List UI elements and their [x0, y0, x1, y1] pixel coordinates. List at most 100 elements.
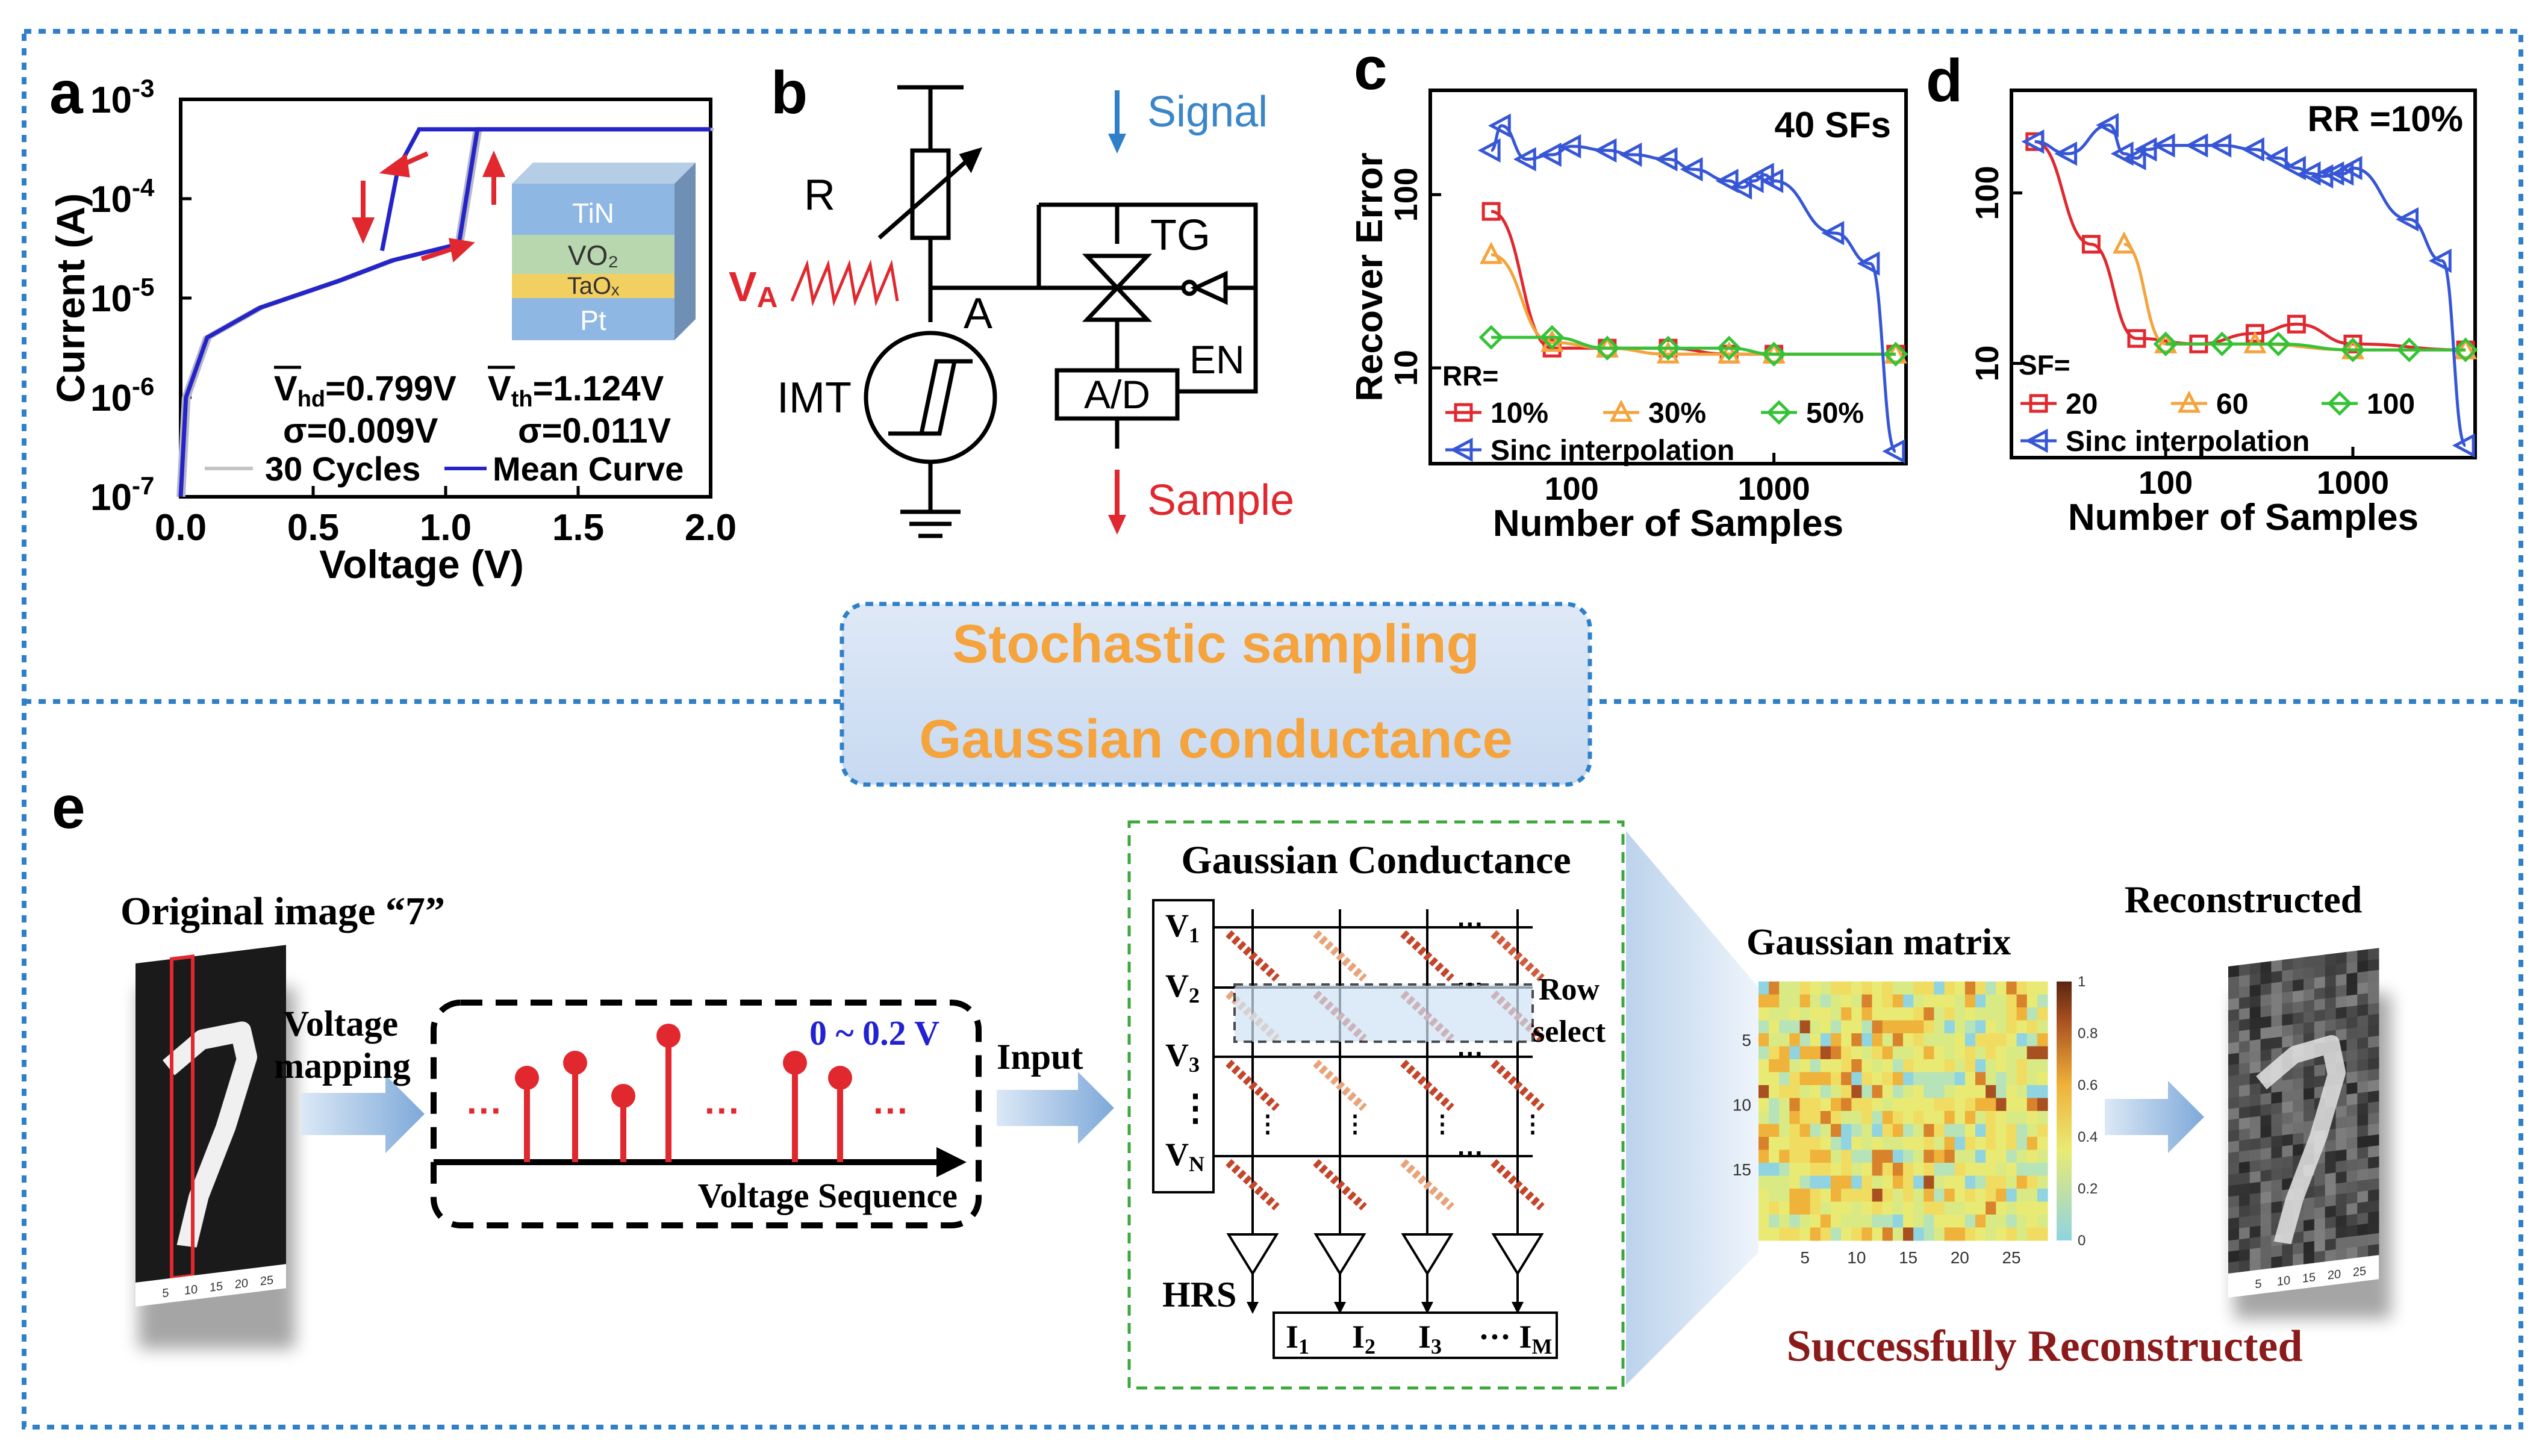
heatmap-cell: [1851, 1150, 1862, 1163]
heatmap-cell: [1944, 1007, 1955, 1021]
recon-pixel: [2249, 1258, 2261, 1272]
recon-pixel: [2260, 1147, 2272, 1160]
recon-pixel: [2228, 965, 2240, 978]
heatmap-cell: [1872, 1137, 1883, 1151]
heatmap-cell: [1831, 1111, 1842, 1125]
chart-c-point: [1479, 241, 1503, 264]
heatmap-cell: [1913, 1137, 1924, 1151]
heatmap-cell: [1954, 1124, 1966, 1137]
heatmap-cell: [1799, 1137, 1811, 1151]
recon-pixel: [2249, 1171, 2261, 1184]
recon-pixel: [2271, 1179, 2282, 1192]
heatmap-cell: [1831, 1189, 1842, 1202]
heatmap-cell: [1954, 1150, 1966, 1163]
recon-pixel: [2335, 1105, 2347, 1118]
recon-pixel: [2238, 1260, 2251, 1273]
recon-pixel: [2249, 1148, 2261, 1162]
heatmap-cell: [2006, 1098, 2017, 1112]
recon-pixel: [2228, 1009, 2240, 1022]
recon-pixel: [2249, 1083, 2261, 1096]
memristor-cell: [1313, 1059, 1367, 1112]
heatmap-cell: [1810, 1033, 1821, 1047]
heatmap-cell: [1769, 1189, 1780, 1202]
legend-mean-curve: Mean Curve: [493, 450, 684, 488]
heatmap-cell: [1913, 982, 1924, 995]
recon-pixel: [2238, 1205, 2251, 1218]
heatmap-cell: [1758, 1111, 1769, 1125]
heatmap-cell: [2026, 1085, 2038, 1099]
recon-pixel: [2293, 1022, 2304, 1036]
recon-pixel: [2357, 1113, 2369, 1127]
colorbar-tick-label: 0.6: [2078, 1077, 2098, 1094]
heatmap-cell: [1975, 1124, 1986, 1137]
recon-pixel: [2293, 1001, 2304, 1014]
recon-pixel: [2238, 1018, 2251, 1031]
recon-pixel: [2282, 1112, 2293, 1125]
heatmap-cell: [1810, 994, 1821, 1008]
recon-pixel: [2304, 1197, 2315, 1210]
zoom-funnel: [1626, 831, 1758, 1385]
recon-pixel: [2282, 969, 2293, 982]
heatmap-cell: [2037, 1072, 2048, 1086]
heatmap-cell: [1934, 1059, 1945, 1073]
heatmap-cell: [1934, 1111, 1945, 1125]
heatmap-cell: [1882, 1150, 1893, 1163]
recon-pixel: [2357, 1136, 2369, 1148]
heatmap-cell: [2026, 1020, 2038, 1034]
recon-pixel: [2260, 1038, 2272, 1051]
heatmap-cell: [1924, 1059, 1934, 1073]
panel-label-d: d: [1926, 47, 1963, 114]
heatmap-cell: [1810, 1059, 1821, 1073]
heatmap-cell: [1996, 1227, 2007, 1241]
heatmap-cell: [1851, 994, 1862, 1008]
recon-pixel: [2228, 1097, 2240, 1110]
output-current-label: I3: [1418, 1319, 1442, 1358]
recon-pixel: [2249, 1225, 2261, 1239]
heatmap-cell: [1758, 1150, 1769, 1163]
heatmap-cell: [1861, 1046, 1873, 1060]
recon-pixel: [2293, 968, 2304, 981]
recon-pixel: [2271, 1036, 2282, 1050]
heatmap-cell: [1861, 1163, 1873, 1177]
recon-pixel: [2293, 1012, 2304, 1025]
recon-pixel: [2260, 1048, 2272, 1062]
chart-c-point: [1654, 147, 1678, 172]
heatmap-cell: [1924, 1137, 1934, 1151]
chart-d-point: [2343, 334, 2363, 353]
heatmap-cell: [2037, 1098, 2048, 1112]
recon-pixel: [2228, 1063, 2240, 1077]
recon-pixel: [2346, 1246, 2358, 1260]
resistor-label: R: [804, 171, 835, 219]
recon-pixel: [2293, 978, 2304, 992]
heatmap-cell: [1903, 994, 1914, 1008]
heatmap-cell: [1924, 1124, 1934, 1137]
heatmap-cell: [1903, 1215, 1914, 1228]
heatmap-cell: [1986, 1189, 1996, 1202]
heatmap-cell: [2026, 1201, 2038, 1215]
heatmap-cell: [1769, 1124, 1780, 1137]
recon-pixel: [2260, 1125, 2272, 1139]
heatmap-cell: [1841, 994, 1852, 1008]
heatmap-cell: [1924, 1163, 1934, 1177]
reconstructed-title: Reconstructed: [2125, 878, 2363, 921]
heatmap-cell: [1954, 1059, 1966, 1073]
heatmap-cell: [1872, 1020, 1883, 1034]
recon-pixel: [2271, 1168, 2282, 1181]
recon-pixel: [2357, 971, 2369, 984]
gaussian-matrix-title: Gaussian matrix: [1746, 922, 2011, 963]
heatmap-cell: [1872, 1175, 1883, 1189]
heatmap-cell: [1779, 1046, 1790, 1060]
heatmap-cell: [1892, 1163, 1904, 1177]
heatmap-cell: [1882, 1124, 1893, 1137]
heatmap-cell: [1779, 1137, 1790, 1151]
heatmap-cell: [1769, 1227, 1780, 1241]
heatmap-cell: [1758, 1189, 1769, 1202]
heatmap-cell: [1892, 1150, 1904, 1163]
recon-pixel: [2260, 1246, 2272, 1259]
heatmap-cell: [1903, 1033, 1914, 1047]
heatmap-cell: [1996, 1150, 2007, 1163]
heatmap-cell: [1882, 1085, 1893, 1099]
chart-c-ylabel: Recover Error: [1349, 152, 1391, 402]
recon-pixel: [2368, 1233, 2379, 1246]
heatmap-cell: [1996, 994, 2007, 1008]
